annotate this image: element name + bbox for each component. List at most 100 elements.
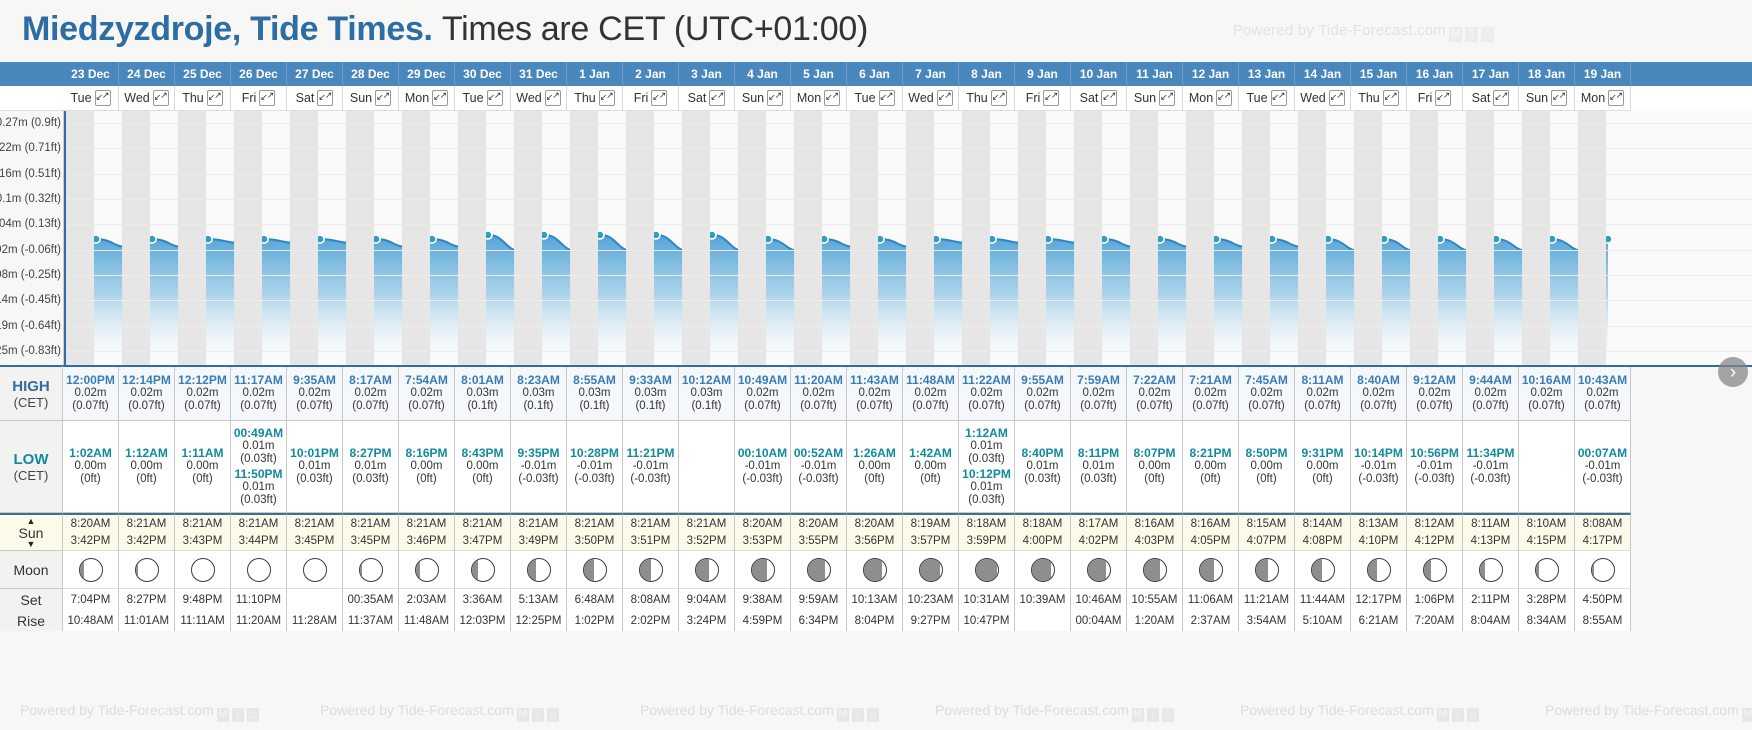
weekday-header-cell[interactable]: Wed xyxy=(119,86,175,111)
expand-icon[interactable] xyxy=(206,90,223,106)
night-band xyxy=(1354,111,1382,365)
tide-time: 8:27PM xyxy=(349,446,392,460)
chart-gridline-h xyxy=(66,148,1752,150)
weekday-header-cell[interactable]: Thu xyxy=(959,86,1015,111)
expand-icon[interactable] xyxy=(1216,90,1233,106)
weekday-header-cell[interactable]: Fri xyxy=(1015,86,1071,111)
chart-gridline-h xyxy=(66,249,1752,251)
weekday-header-cell[interactable]: Fri xyxy=(231,86,287,111)
weekday-header-cell[interactable]: Sat xyxy=(287,86,343,111)
tide-height-m: 0.02m xyxy=(410,387,443,399)
chart-gridline-v xyxy=(178,111,179,365)
weekday-header-cell[interactable]: Tue xyxy=(847,86,903,111)
weekday-header-cell[interactable]: Wed xyxy=(1295,86,1351,111)
footer-badge-icon-1: M xyxy=(516,708,529,722)
weekday-header-cell[interactable]: Mon xyxy=(1575,86,1631,111)
weekday-header-row: Tue Wed Thu Fri Sat Sun Mon Tue Wed Thu Fri Sat Sun M… xyxy=(0,86,1752,111)
high-tide-label: HIGH (CET) xyxy=(0,365,63,421)
weekday-header-cell[interactable]: Thu xyxy=(567,86,623,111)
scroll-right-button[interactable]: › xyxy=(1718,357,1748,387)
weekday-label: Sun xyxy=(1133,91,1157,105)
footer-watermark-text: Powered by Tide-Forecast.com xyxy=(640,702,834,718)
chart-gridline-v xyxy=(1354,111,1355,365)
expand-icon[interactable] xyxy=(375,90,392,106)
y-axis-tick-label: 0.04m (0.13ft) xyxy=(0,218,61,231)
weekday-header-cell[interactable]: Sun xyxy=(1519,86,1575,111)
moon-shadow xyxy=(1423,558,1431,581)
weekday-header-cell[interactable]: Wed xyxy=(903,86,959,111)
low-tide-cell: 00:49AM 0.01m (0.03ft) 11:50PM 0.01m (0.03ft) xyxy=(231,421,287,513)
expand-icon[interactable] xyxy=(878,90,895,106)
weekday-header-cell[interactable]: Sun xyxy=(343,86,399,111)
moonset-time: 00:35AM xyxy=(343,589,399,610)
expand-icon[interactable] xyxy=(1159,90,1176,106)
tide-time: 8:40AM xyxy=(1357,373,1400,387)
weekday-header-cell[interactable]: Thu xyxy=(175,86,231,111)
weekday-header-cell[interactable]: Fri xyxy=(1407,86,1463,111)
expand-icon[interactable] xyxy=(1608,90,1625,106)
tide-height-ft: (0ft) xyxy=(1144,473,1165,485)
expand-icon[interactable] xyxy=(990,90,1007,106)
weekday-header-cell[interactable]: Mon xyxy=(1183,86,1239,111)
expand-icon[interactable] xyxy=(544,90,561,106)
footer-badge-icon-3: △ xyxy=(1161,708,1174,722)
expand-icon[interactable] xyxy=(1551,90,1568,106)
expand-icon[interactable] xyxy=(1382,90,1399,106)
weekday-header-cell[interactable]: Fri xyxy=(623,86,679,111)
weekday-header-cell[interactable]: Mon xyxy=(399,86,455,111)
expand-icon[interactable] xyxy=(1101,90,1118,106)
sunrise-time: 8:21AM xyxy=(462,517,503,530)
high-tide-cell: 8:17AM 0.02m (0.07ft) xyxy=(343,365,399,421)
expand-icon[interactable] xyxy=(598,90,615,106)
y-axis-tick-label: -0.14m (-0.45ft) xyxy=(0,294,61,307)
tide-event: 11:22AM 0.02m (0.07ft) xyxy=(962,374,1011,413)
moon-phase-icon xyxy=(1198,557,1223,582)
header-watermark: Powered by Tide-Forecast.com M ⇩ △ xyxy=(1233,22,1494,42)
expand-icon[interactable] xyxy=(152,90,169,106)
weekday-header-cell[interactable]: Sat xyxy=(679,86,735,111)
expand-icon[interactable] xyxy=(1328,90,1345,106)
expand-icon[interactable] xyxy=(651,90,668,106)
expand-icon[interactable] xyxy=(1270,90,1287,106)
expand-icon[interactable] xyxy=(1435,90,1452,106)
low-tide-cell: 10:28PM -0.01m (-0.03ft) xyxy=(567,421,623,513)
tide-time: 8:11AM xyxy=(1301,373,1344,387)
weekday-header-cell[interactable]: Thu xyxy=(1351,86,1407,111)
expand-icon[interactable] xyxy=(767,90,784,106)
weekday-header-cell[interactable]: Sat xyxy=(1463,86,1519,111)
tide-time: 11:21PM xyxy=(626,446,675,460)
expand-icon[interactable] xyxy=(486,90,503,106)
weekday-header-cell[interactable]: Tue xyxy=(1239,86,1295,111)
weekday-header-cell[interactable]: Mon xyxy=(791,86,847,111)
expand-icon[interactable] xyxy=(259,90,276,106)
expand-icon[interactable] xyxy=(94,90,111,106)
sunrise-time: 8:20AM xyxy=(854,517,895,530)
weekday-header-cell[interactable]: Sun xyxy=(735,86,791,111)
night-band xyxy=(794,111,822,365)
footer-badge-icon-1: M xyxy=(1436,708,1449,722)
expand-icon[interactable] xyxy=(936,90,953,106)
expand-icon[interactable] xyxy=(824,90,841,106)
tide-event: 11:20AM 0.02m (0.07ft) xyxy=(794,374,843,413)
weekday-header-cell[interactable]: Tue xyxy=(63,86,119,111)
expand-icon[interactable] xyxy=(709,90,726,106)
weekday-header-cell[interactable]: Tue xyxy=(455,86,511,111)
date-header-cell: 9 Jan xyxy=(1015,62,1071,86)
moon-shadow xyxy=(1087,558,1106,581)
expand-icon[interactable] xyxy=(432,90,449,106)
weekday-header-cell[interactable]: Wed xyxy=(511,86,567,111)
sunrise-time: 8:16AM xyxy=(1190,517,1231,530)
weekday-header-cell[interactable]: Sun xyxy=(1127,86,1183,111)
weekday-header-cell[interactable]: Sat xyxy=(1071,86,1127,111)
weekday-label: Fri xyxy=(241,91,257,105)
expand-icon[interactable] xyxy=(1043,90,1060,106)
expand-icon[interactable] xyxy=(317,90,334,106)
page-header: Miedzyzdroje, Tide Times. Times are CET … xyxy=(0,0,1752,62)
expand-icon[interactable] xyxy=(1493,90,1510,106)
chart-gridline-v xyxy=(234,111,235,365)
tide-time: 12:00PM xyxy=(66,373,115,387)
night-band xyxy=(682,111,710,365)
tide-time: 9:35AM xyxy=(293,373,336,387)
tide-event: 8:17AM 0.02m (0.07ft) xyxy=(349,374,392,413)
high-tide-cell: 12:14PM 0.02m (0.07ft) xyxy=(119,365,175,421)
